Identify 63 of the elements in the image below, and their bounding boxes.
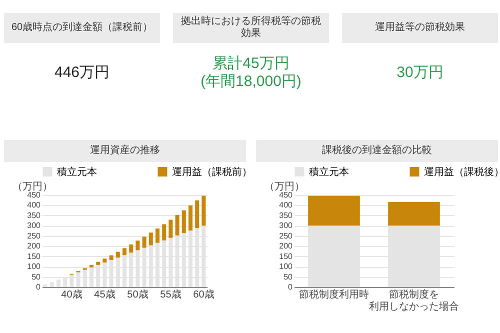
y-tick-label: 50 <box>284 272 294 282</box>
y-tick-label: 450 <box>27 190 42 200</box>
bar <box>116 252 120 258</box>
y-tick-label: 350 <box>279 210 294 220</box>
y-tick-label: 300 <box>27 221 42 230</box>
chart-title: 課税後の到達金額の比較 <box>322 145 432 157</box>
y-tick-label: 450 <box>279 190 294 200</box>
bar <box>148 232 153 246</box>
bar <box>182 210 186 234</box>
bar <box>202 196 206 226</box>
bar <box>195 200 200 228</box>
legend-label: 運用益（課税前） <box>172 166 252 178</box>
bar <box>308 196 360 226</box>
y-tick-label: 50 <box>32 272 42 282</box>
text: 446万円 <box>54 64 110 82</box>
x-tick-label: 節税制度を利用しなかった場合 <box>369 288 459 312</box>
y-tick-label: 150 <box>27 252 42 261</box>
y-tick-label: 250 <box>27 231 42 240</box>
y-axis-title: （万円） <box>264 182 304 192</box>
y-tick-label: 300 <box>279 221 294 230</box>
bar <box>155 228 160 243</box>
bar <box>188 205 193 231</box>
bar <box>388 202 440 226</box>
x-tick-label: 55歳 <box>160 288 182 300</box>
y-tick-label: 200 <box>27 242 42 251</box>
y-tick-label: 100 <box>279 262 294 272</box>
legend-label: 積立元本 <box>309 166 349 178</box>
bar <box>129 244 134 253</box>
text: 30万円 <box>396 64 444 82</box>
bar <box>142 236 146 248</box>
bar <box>109 255 114 260</box>
y-axis-title: （万円） <box>12 182 52 192</box>
y-tick-label: 0 <box>288 282 294 292</box>
x-tick-label: 60歳 <box>193 288 214 300</box>
y-tick-label: 150 <box>279 252 294 261</box>
text: 運用益等の節税効果 <box>375 22 465 34</box>
y-tick-label: 400 <box>279 200 294 210</box>
x-tick-label: 節税制度利用時 <box>299 288 369 300</box>
bar <box>175 215 180 236</box>
text: 60歳時点の到達金額（課税前） <box>11 22 153 34</box>
y-tick-label: 200 <box>279 242 294 251</box>
bar <box>122 248 127 256</box>
bar <box>96 262 100 265</box>
y-tick-label: 250 <box>279 231 294 240</box>
y-tick-label: 100 <box>27 262 42 272</box>
bar <box>89 264 94 268</box>
y-tick-label: 0 <box>36 282 42 292</box>
bar <box>168 220 173 238</box>
bar <box>50 282 54 287</box>
x-tick-label: 40歳 <box>61 288 82 300</box>
legend-label: 運用益（課税後） <box>424 166 500 178</box>
y-tick-label: 350 <box>27 210 42 220</box>
text: 拠出時における所得税等の節税効果 <box>180 16 322 40</box>
y-tick-label: 400 <box>27 200 42 210</box>
legend-label: 積立元本 <box>57 166 97 178</box>
bar <box>136 240 140 250</box>
text: 累計45万円 <box>212 55 290 73</box>
bar <box>162 224 166 240</box>
chart-title: 運用資産の推移 <box>90 145 160 157</box>
x-tick-label: 50歳 <box>127 288 148 300</box>
text: (年間18,000円) <box>200 73 302 91</box>
x-tick-label: 45歳 <box>94 288 116 300</box>
bar <box>102 258 107 262</box>
